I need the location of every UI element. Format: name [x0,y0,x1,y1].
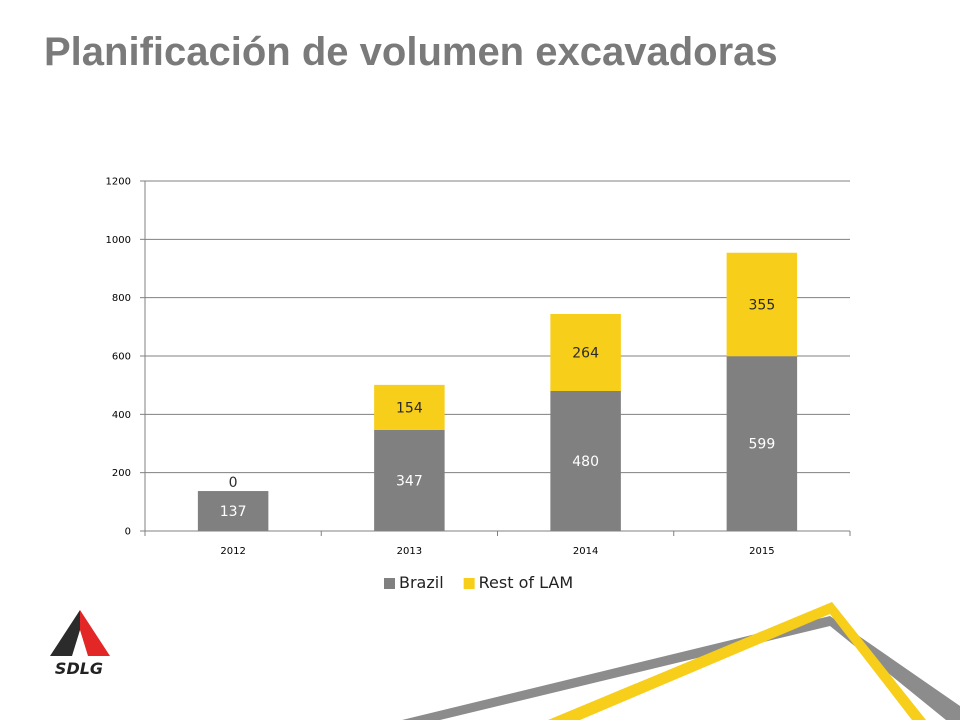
bar-rest-of-lam-2013 [374,384,445,430]
data-label-rest-of-lam-2014: 264 [572,346,599,362]
x-tick-label-2013: 2013 [397,546,422,557]
x-tick-label-2015: 2015 [749,546,774,557]
slide-title: Planificación de volumen excavadoras [44,30,778,74]
bar-brazil-2014 [550,391,621,531]
y-tick-label-200: 200 [112,468,131,479]
data-label-brazil-2013: 347 [396,473,423,489]
bar-brazil-2015 [726,356,798,531]
logo-text: SDLG [55,659,103,678]
bar-brazil-2013 [374,429,445,531]
bar-brazil-2012 [197,491,269,531]
data-label-brazil-2012: 137 [220,504,247,520]
bar-rest-of-lam-2015 [726,252,798,357]
y-tick-label-800: 800 [112,293,131,304]
y-tick-label-1200: 1200 [106,177,131,188]
data-label-rest-of-lam-2012: 0 [229,475,238,491]
legend: Brazil Rest of LAM [384,573,573,592]
legend-label-brazil: Brazil [399,573,444,592]
data-label-rest-of-lam-2013: 154 [396,400,423,416]
y-tick-label-400: 400 [112,410,131,421]
data-label-brazil-2014: 480 [572,454,599,470]
legend-label-rest-of-lam: Rest of LAM [479,573,573,592]
bar-rest-of-lam-2014 [550,314,621,391]
x-axis: 2012 2013 2014 2015 [144,530,851,557]
y-tick-label-600: 600 [112,352,131,363]
legend-swatch-rest-of-lam [463,578,475,589]
x-tick-label-2014: 2014 [573,546,598,557]
logo-triangle-red [80,610,110,656]
data-label-brazil-2015: 599 [749,437,776,453]
y-tick-label-1000: 1000 [106,235,131,246]
sdlg-logo: SDLG [48,610,110,678]
legend-swatch-brazil [384,578,395,589]
x-tick-label-2012: 2012 [220,546,245,557]
data-labels: 137 0 347 154 480 264 599 355 [220,298,775,520]
data-label-rest-of-lam-2015: 355 [749,298,776,314]
logo-triangle-dark [50,610,80,656]
y-tick-label-0: 0 [125,527,131,538]
bars [197,252,798,531]
y-axis-tick-labels: 0 200 400 600 800 1000 1200 [106,177,131,538]
